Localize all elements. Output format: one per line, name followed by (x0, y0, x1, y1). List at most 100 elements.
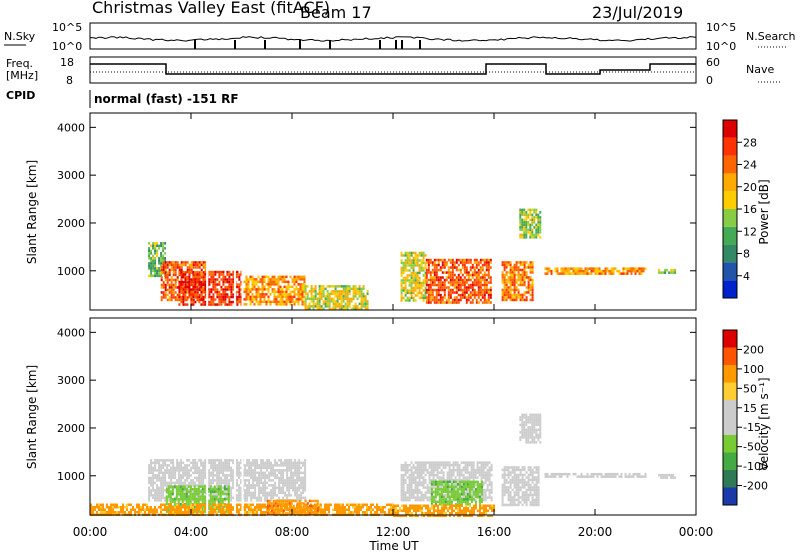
scatter-cell (267, 300, 270, 304)
scatter-cell (156, 252, 159, 255)
scatter-cell (414, 281, 417, 285)
scatter-cell (454, 463, 457, 467)
scatter-cell (320, 305, 323, 308)
scatter-cell (152, 254, 155, 258)
scatter-cell (282, 489, 285, 492)
scatter-cell (576, 272, 579, 275)
scatter-cell (278, 471, 281, 475)
scatter-cell (523, 276, 526, 279)
scatter-cell (261, 295, 264, 299)
scatter-cell (196, 291, 199, 294)
scatter-cell (165, 495, 168, 498)
scatter-cell (360, 508, 362, 511)
scatter-cell (280, 469, 283, 472)
scatter-cell (312, 290, 315, 293)
scatter-cell (192, 503, 194, 506)
scatter-cell (334, 287, 337, 291)
scatter-cell (177, 490, 180, 493)
scatter-cell (410, 286, 413, 290)
scatter-cell (272, 506, 274, 509)
scatter-cell (610, 269, 613, 273)
scatter-cell (158, 464, 161, 467)
scatter-cell (672, 271, 675, 274)
scatter-cell (277, 300, 280, 304)
scatter-cell (238, 288, 241, 291)
scatter-cell (252, 484, 255, 487)
scatter-cell (271, 290, 274, 294)
scatter-cell (226, 278, 229, 281)
scatter-cell (197, 487, 200, 491)
scatter-cell (292, 466, 295, 470)
scatter-cell (232, 283, 235, 286)
scatter-cell (174, 481, 177, 485)
scatter-cell (352, 503, 354, 506)
scatter-cell (173, 500, 176, 503)
scatter-cell (482, 471, 485, 474)
scatter-cell (433, 268, 436, 272)
scatter-cell (202, 474, 205, 477)
scatter-cell (467, 278, 470, 282)
scatter-cell (433, 298, 436, 302)
scatter-cell (180, 295, 183, 299)
scatter-cell (310, 290, 313, 293)
scatter-cell (402, 266, 405, 270)
scatter-cell (252, 461, 255, 465)
scatter-cell (424, 264, 427, 267)
scatter-cell (296, 509, 299, 513)
scatter-cell (410, 251, 413, 255)
scatter-cell (207, 505, 210, 508)
scatter-cell (422, 466, 425, 469)
scatter-cell (257, 290, 260, 294)
scatter-cell (517, 261, 520, 264)
scatter-cell (180, 280, 183, 284)
scatter-cell (162, 481, 165, 485)
scatter-cell (422, 471, 425, 474)
scatter-cell (328, 295, 331, 298)
scatter-cell (296, 489, 299, 492)
scatter-cell (198, 293, 201, 297)
scatter-cell (406, 256, 409, 260)
scatter-cell (284, 504, 287, 508)
scatter-cell (425, 288, 428, 292)
scatter-cell (280, 504, 283, 508)
scatter-cell (238, 469, 241, 472)
scatter-cell (272, 499, 275, 503)
scatter-cell (236, 508, 238, 511)
scatter-cell (192, 508, 194, 511)
scatter-cell (456, 486, 459, 489)
scatter-cell (158, 499, 161, 502)
scatter-cell (513, 263, 516, 267)
scatter-cell (182, 270, 185, 274)
scatter-cell (196, 263, 199, 267)
scatter-cell (273, 288, 276, 291)
scatter-cell (334, 290, 337, 293)
scatter-cell (473, 261, 476, 264)
scatter-cell (380, 511, 382, 514)
scatter-cell (170, 466, 173, 470)
scatter-cell (531, 281, 534, 284)
scatter-cell (487, 261, 490, 264)
scatter-cell (238, 461, 241, 465)
scatter-cell (432, 473, 435, 477)
scatter-cell (160, 266, 163, 269)
scatter-cell (175, 487, 178, 491)
scatter-cell (166, 466, 169, 470)
scatter-cell (212, 300, 215, 304)
scatter-cell (400, 291, 403, 295)
scatter-cell (162, 496, 165, 500)
scatter-cell (420, 266, 423, 270)
scatter-cell (515, 288, 518, 292)
scatter-cell (168, 298, 171, 302)
scatter-cell (245, 278, 248, 281)
scatter-cell (292, 474, 295, 477)
scatter-cell (324, 506, 326, 509)
scatter-cell (267, 285, 270, 289)
scatter-cell (328, 297, 331, 301)
scatter-cell (477, 268, 480, 272)
scatter-cell (420, 291, 423, 295)
scatter-cell (326, 297, 329, 301)
scatter-cell (428, 473, 431, 477)
scatter-cell (478, 493, 481, 497)
scatter-cell (152, 474, 155, 477)
scatter-cell (443, 291, 446, 294)
